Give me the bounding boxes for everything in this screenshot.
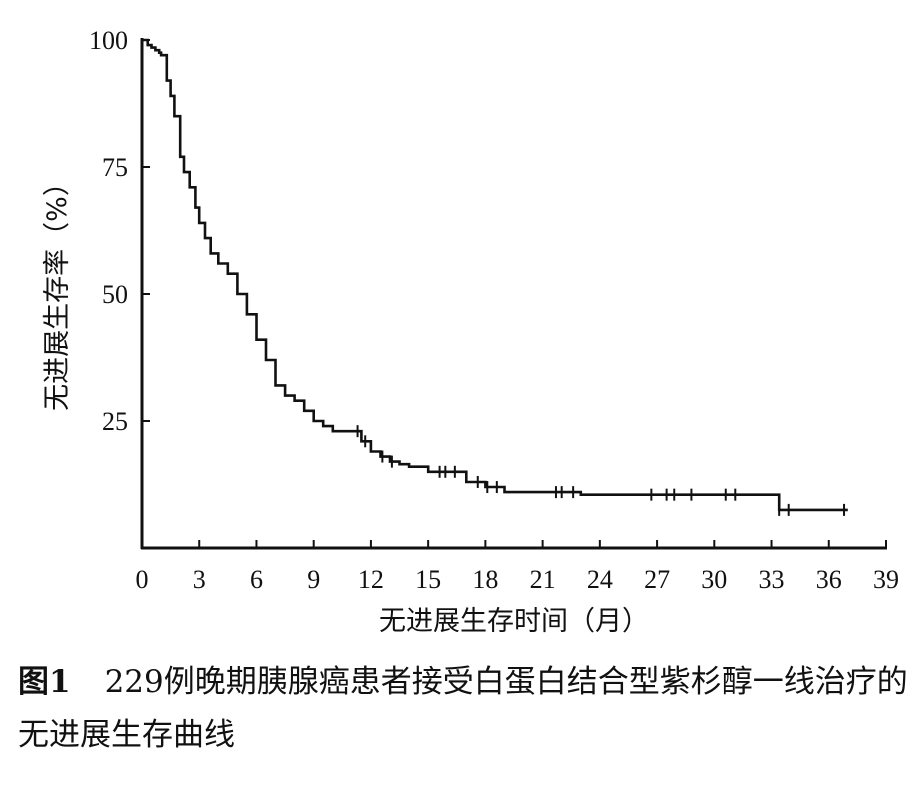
censor-marks: [356, 425, 846, 516]
x-tick-label: 36: [816, 565, 842, 594]
x-axis-title: 无进展生存时间（月）: [379, 606, 649, 637]
y-tick-label: 25: [102, 407, 128, 436]
x-tick-label: 12: [358, 565, 384, 594]
axes: [140, 38, 887, 550]
x-tick-label: 27: [644, 565, 670, 594]
x-tick-label: 15: [415, 565, 441, 594]
x-tick-label: 21: [530, 565, 556, 594]
x-tick-label: 6: [250, 565, 263, 594]
x-tick-label: 0: [136, 565, 149, 594]
x-tick-label: 9: [307, 565, 320, 594]
figure-caption-text: 229例晚期胰腺癌患者接受白蛋白结合型紫杉醇一线治疗的无进展生存曲线: [18, 664, 908, 753]
x-tick-label: 18: [472, 565, 498, 594]
survival-curve: [142, 38, 848, 512]
y-tick-label: 50: [102, 280, 128, 309]
x-tick-label: 33: [759, 565, 785, 594]
y-tick-label: 75: [102, 153, 128, 182]
x-tick-label: 39: [873, 565, 899, 594]
figure-label: 图1: [18, 664, 71, 700]
y-tick-label: 100: [89, 26, 128, 55]
figure-caption: 图1 229例晚期胰腺癌患者接受白蛋白结合型紫杉醇一线治疗的无进展生存曲线: [18, 656, 908, 762]
x-tick-label: 30: [701, 565, 727, 594]
y-axis-title: 无进展生存率（%）: [42, 169, 73, 411]
x-tick-label: 3: [193, 565, 206, 594]
x-tick-label: 24: [587, 565, 613, 594]
curve-layer: [142, 38, 848, 512]
